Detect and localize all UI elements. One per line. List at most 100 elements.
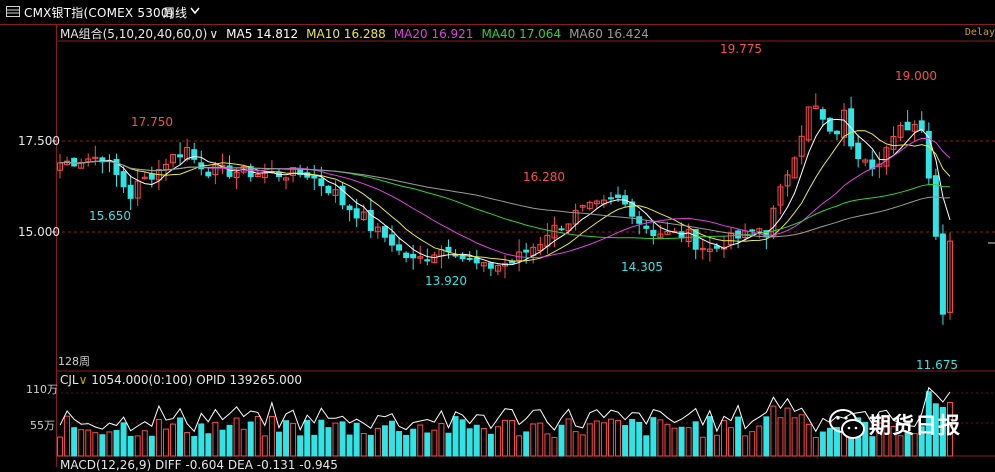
volume-bar xyxy=(890,426,897,457)
volume-bar xyxy=(106,431,113,457)
volume-bar xyxy=(367,434,374,457)
candle-body xyxy=(480,262,487,267)
candle-body xyxy=(692,228,699,250)
candle-body xyxy=(798,135,805,157)
volume-bar xyxy=(629,419,636,457)
candle-body xyxy=(360,211,367,221)
candle-body xyxy=(572,209,579,225)
title-bar: CMX银T指(COMEX 5300) 周线 xyxy=(0,0,995,25)
annotation-low: 13.920 xyxy=(425,274,467,288)
grid-icon[interactable] xyxy=(6,6,20,17)
volume-axis-label: 55万 xyxy=(30,419,55,432)
candle-body xyxy=(699,247,706,251)
volume-bar xyxy=(466,428,473,457)
ma-group-label[interactable]: MA组合(5,10,20,40,60,0) xyxy=(60,27,208,41)
volume-label[interactable]: CJL xyxy=(60,373,79,387)
candle-body xyxy=(494,265,501,272)
volume-bar xyxy=(947,402,953,457)
volume-bar xyxy=(389,420,395,457)
volume-bar xyxy=(162,428,169,457)
candle-body xyxy=(177,154,184,158)
volume-bar xyxy=(509,419,516,457)
volume-bar xyxy=(177,417,184,457)
ma60-line xyxy=(59,160,951,238)
volume-bar xyxy=(502,419,508,457)
ma10-line xyxy=(59,130,951,262)
volume-bar xyxy=(551,436,558,457)
candle-body xyxy=(170,154,176,164)
candle-body xyxy=(459,255,466,260)
volume-bar xyxy=(170,423,176,457)
candle-body xyxy=(254,173,261,178)
volume-bar xyxy=(374,428,381,457)
volume-bar xyxy=(134,435,141,457)
volume-bar xyxy=(127,435,134,457)
candle-body xyxy=(876,163,883,168)
candle-body xyxy=(615,194,621,198)
volume-bar xyxy=(876,422,883,457)
candle-body xyxy=(706,248,713,252)
candle-body xyxy=(389,234,395,246)
candle-body xyxy=(325,185,332,194)
ma40-value: MA40 17.064 xyxy=(481,27,562,41)
candle-body xyxy=(565,223,572,232)
volume-legend: CJL∨ 1054.000(0:100) OPID 139265.000 xyxy=(60,373,302,387)
volume-bar xyxy=(834,427,840,457)
chevron-down-icon[interactable] xyxy=(190,7,200,15)
y-axis-label-17500: 17.500 xyxy=(18,134,60,148)
volume-bar xyxy=(572,431,579,457)
volume-bar xyxy=(622,425,629,457)
volume-bar xyxy=(523,431,530,457)
macd-legend: MACD(12,26,9) DIFF -0.604 DEA -0.131 -0.… xyxy=(60,458,338,472)
candle-body xyxy=(925,130,932,179)
candle-body xyxy=(162,163,169,171)
volume-bar xyxy=(713,434,720,457)
candle-body xyxy=(92,156,99,160)
volume-bar xyxy=(99,434,106,457)
ma40-line xyxy=(59,160,951,240)
watermark-text: 期货日报 xyxy=(869,414,962,439)
volume-bar xyxy=(113,430,120,457)
volume-bar xyxy=(692,421,699,457)
volume-bar xyxy=(184,432,191,457)
volume-bar xyxy=(487,433,494,457)
macd-label[interactable]: MACD(12,26,9) xyxy=(60,458,152,472)
candle-body xyxy=(452,254,459,257)
volume-bar xyxy=(325,427,332,457)
chevron-down-icon[interactable]: ∨ xyxy=(209,27,219,41)
volume-bar xyxy=(530,423,537,457)
candle-body xyxy=(148,173,155,180)
candle-body xyxy=(819,109,826,120)
volume-bar xyxy=(735,416,742,457)
candle-body xyxy=(410,253,417,259)
period-selector[interactable]: 周线 xyxy=(163,6,188,20)
ma5-line xyxy=(59,118,951,266)
volume-bar xyxy=(918,426,925,457)
volume-bar xyxy=(897,435,904,457)
candle-body xyxy=(381,226,388,238)
candle-body xyxy=(353,208,360,219)
volume-bar xyxy=(883,417,890,457)
opid-value: OPID 139265.000 xyxy=(196,373,303,387)
chevron-down-icon[interactable]: ∨ xyxy=(78,373,88,387)
candle-body xyxy=(855,142,862,160)
volume-bar xyxy=(148,435,155,457)
instrument-title[interactable]: CMX银T指(COMEX 5300) xyxy=(24,6,174,20)
volume-bar xyxy=(445,432,452,457)
volume-bar xyxy=(791,417,798,457)
volume-bar xyxy=(339,421,346,457)
volume-values: 1054.000(0:100) xyxy=(91,373,193,387)
candle-body xyxy=(85,158,92,163)
volume-bar xyxy=(784,407,791,457)
candle-body xyxy=(720,246,727,250)
volume-bar xyxy=(396,431,403,457)
candle-body xyxy=(841,109,848,138)
volume-bar xyxy=(615,419,621,457)
candle-body xyxy=(678,231,685,239)
volume-bar xyxy=(410,428,417,457)
candle-body xyxy=(586,201,593,210)
candle-body xyxy=(226,165,233,177)
volume-bar xyxy=(932,403,939,457)
volume-bar xyxy=(636,422,643,457)
